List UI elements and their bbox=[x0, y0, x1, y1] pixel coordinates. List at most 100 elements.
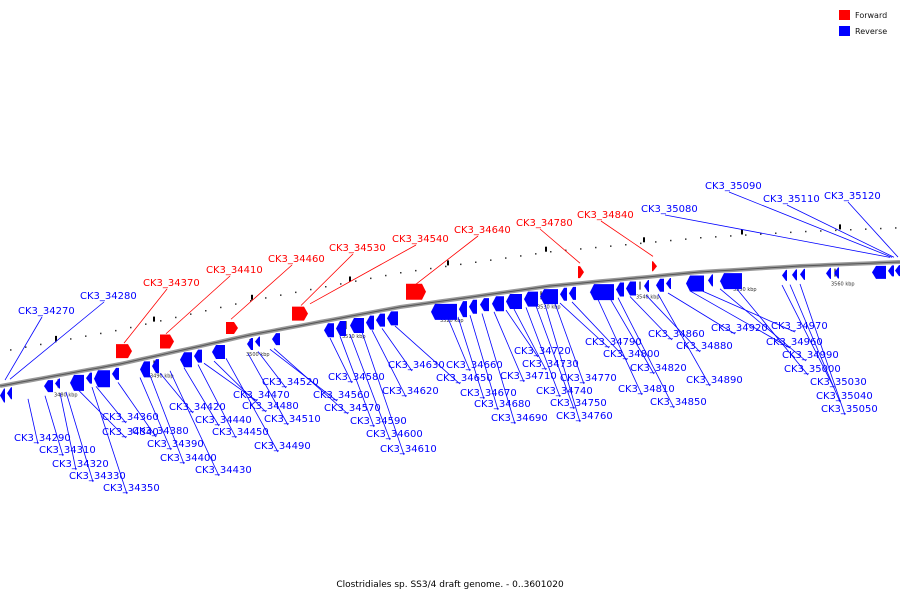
ruler-dot bbox=[40, 343, 42, 346]
forward-gene-arrow bbox=[406, 283, 426, 300]
label-leader-line bbox=[91, 387, 128, 495]
label-leader-line bbox=[786, 204, 895, 258]
scale-tick-label: 3530 kbp bbox=[537, 304, 561, 310]
label-leader-line bbox=[169, 370, 220, 477]
ruler-dot bbox=[580, 248, 582, 250]
forward-gene-arrow bbox=[226, 322, 238, 335]
reverse-gene-label: CK3_34270 bbox=[18, 306, 75, 317]
reverse-gene-label: CK3_35080 bbox=[641, 204, 698, 215]
ruler-dot bbox=[850, 229, 852, 231]
ruler-dot bbox=[280, 294, 282, 296]
reverse-gene-label: CK3_34310 bbox=[39, 445, 96, 456]
label-leader-line bbox=[273, 348, 349, 415]
reverse-gene-arrow bbox=[55, 378, 60, 389]
reverse-gene-arrow bbox=[7, 387, 12, 400]
label-leader-line bbox=[667, 292, 736, 335]
ruler-dot bbox=[340, 283, 342, 285]
backbone-core bbox=[0, 261, 900, 387]
label-leader-line bbox=[597, 299, 643, 396]
reverse-gene-label: CK3_34960 bbox=[766, 337, 823, 348]
label-leader-line bbox=[699, 289, 796, 333]
label-leader-line bbox=[600, 220, 654, 257]
reverse-gene-arrow bbox=[826, 267, 831, 279]
ruler-dot bbox=[235, 303, 237, 305]
reverse-gene-arrow bbox=[70, 374, 84, 391]
label-leader-line bbox=[329, 337, 353, 384]
label-leader-line bbox=[230, 264, 293, 320]
reverse-gene-arrow bbox=[431, 303, 457, 320]
reverse-gene-label: CK3_34820 bbox=[630, 363, 687, 374]
reverse-gene-label: CK3_34580 bbox=[328, 372, 385, 383]
reverse-gene-label: CK3_34360 bbox=[102, 412, 159, 423]
reverse-gene-arrow bbox=[94, 370, 110, 388]
scale-ticks: 3480 kbp 3490 kbp 3500 kbp 3510 kbp 3520 kbp… bbox=[10, 224, 897, 398]
reverse-gene-arrow bbox=[336, 321, 346, 337]
legend: Forward Reverse bbox=[839, 10, 887, 36]
ruler-dot bbox=[70, 338, 72, 340]
label-leader-line bbox=[59, 392, 77, 471]
reverse-gene-label: CK3_35000 bbox=[784, 364, 841, 375]
reverse-gene-label: CK3_34800 bbox=[603, 349, 660, 360]
label-leader-line bbox=[544, 304, 581, 423]
label-leader-line bbox=[728, 191, 893, 258]
reverse-gene-label: CK3_34350 bbox=[103, 483, 160, 494]
reverse-gene-label: CK3_34970 bbox=[771, 321, 828, 332]
label-leader-line bbox=[645, 294, 701, 353]
ruler-dot bbox=[220, 306, 222, 309]
reverse-gene-label: CK3_34650 bbox=[436, 373, 493, 384]
reverse-gene-label: CK3_34450 bbox=[212, 427, 269, 438]
label-leader-line bbox=[77, 389, 127, 439]
forward-gene-label: CK3_34640 bbox=[454, 225, 511, 236]
reverse-gene-arrow bbox=[152, 359, 159, 374]
label-leader-line bbox=[505, 309, 539, 358]
scale-tick-label: 3480 kbp bbox=[54, 392, 78, 398]
ruler-dot bbox=[640, 242, 642, 245]
ruler-dot bbox=[610, 245, 612, 247]
reverse-gene-arrow bbox=[560, 287, 567, 301]
legend-reverse-swatch bbox=[839, 26, 850, 36]
reverse-gene-arrow bbox=[708, 274, 713, 287]
ruler-dot bbox=[550, 251, 552, 253]
label-leader-line bbox=[165, 275, 231, 335]
ruler-dot bbox=[730, 235, 732, 237]
label-leader-line bbox=[539, 228, 581, 264]
reverse-gene-label: CK3_35050 bbox=[821, 404, 878, 415]
label-leader-line bbox=[197, 364, 237, 439]
reverse-gene-label: CK3_34610 bbox=[380, 444, 437, 455]
reverse-gene-label: CK3_34770 bbox=[560, 373, 617, 384]
forward-gene-arrow bbox=[116, 344, 132, 359]
ruler-dot bbox=[670, 239, 672, 242]
label-leader-line bbox=[525, 307, 561, 398]
reverse-gene-label: CK3_34850 bbox=[650, 397, 707, 408]
ruler-dot bbox=[295, 291, 297, 294]
genome-caption: Clostridiales sp. SS3/4 draft genome. - … bbox=[336, 580, 564, 590]
label-leader-line bbox=[309, 244, 417, 305]
label-leader-line bbox=[349, 334, 391, 441]
reverse-gene-label: CK3_34560 bbox=[313, 390, 370, 401]
ruler-dot bbox=[175, 316, 177, 319]
forward-gene-arrow bbox=[160, 334, 174, 349]
ruler-dot bbox=[790, 231, 792, 234]
ruler-dot bbox=[385, 274, 387, 277]
ruler-dot bbox=[190, 313, 192, 315]
label-leader-line bbox=[571, 301, 628, 361]
reverse-gene-arrow bbox=[350, 318, 364, 334]
reverse-gene-arrow bbox=[387, 311, 398, 326]
label-leader-line bbox=[65, 391, 94, 483]
scale-tick-label: 3550 kbp bbox=[733, 287, 757, 293]
ruler-dot bbox=[25, 346, 27, 348]
reverse-gene-label: CK3_34470 bbox=[233, 390, 290, 401]
reverse-gene-arrow bbox=[492, 296, 504, 312]
reverse-gene-label: CK3_34660 bbox=[446, 360, 503, 371]
reverse-gene-arrow bbox=[872, 265, 886, 279]
ruler-dot bbox=[700, 237, 702, 239]
ruler-dot bbox=[85, 335, 87, 337]
reverse-gene-arrow bbox=[469, 299, 477, 314]
ruler-dot bbox=[445, 265, 447, 268]
reverse-gene-label: CK3_34860 bbox=[648, 329, 705, 340]
reverse-gene-arrow bbox=[686, 275, 704, 292]
label-leader-line bbox=[9, 301, 105, 380]
forward-gene-label: CK3_34460 bbox=[268, 254, 325, 265]
ruler-dot bbox=[865, 228, 867, 230]
